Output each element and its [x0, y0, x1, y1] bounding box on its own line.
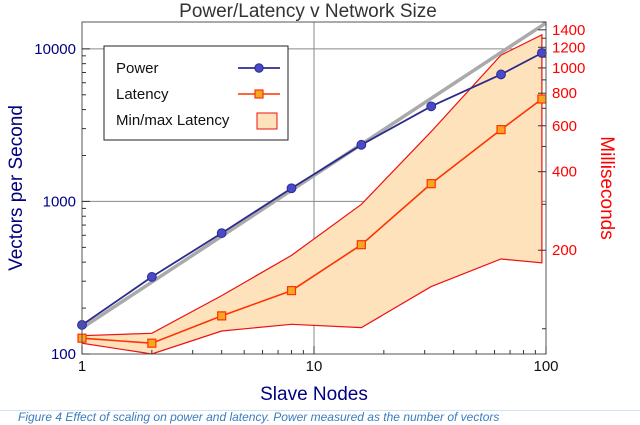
- left-y-tick-label: 1000: [43, 193, 76, 210]
- x-tick-label: 1: [78, 358, 86, 375]
- latency-point: [147, 338, 157, 348]
- ideal-scaling-line: [81, 21, 547, 330]
- right-y-axis-title: Milliseconds: [596, 136, 617, 239]
- latency-line: [81, 98, 543, 345]
- right-y-tick-label: 800: [552, 85, 577, 102]
- legend-label-power: Power: [116, 60, 159, 77]
- power-point: [146, 272, 157, 282]
- chart: 1 10 100 100 1000 10000 200 400 600 800 1000 1200…: [6, 1, 617, 405]
- power-point: [216, 228, 227, 239]
- figure-caption-strip: Figure 4 Effect of scaling on power and …: [0, 410, 640, 425]
- power-line: [81, 52, 543, 326]
- latency-point: [537, 94, 547, 104]
- figure-caption: Figure 4 Effect of scaling on power and …: [18, 410, 500, 424]
- legend-swatch-latency-marker: [254, 89, 264, 99]
- left-y-tick-label: 100: [51, 346, 76, 363]
- x-axis-ticks: 1 10 100: [78, 346, 559, 375]
- right-y-tick-label: 400: [552, 164, 577, 181]
- power-point: [496, 69, 506, 80]
- right-y-tick-label: 1000: [552, 60, 585, 77]
- minmax-latency-band: [81, 33, 543, 355]
- right-y-tick-label: 600: [552, 118, 577, 135]
- x-tick-label: 100: [533, 358, 558, 375]
- latency-point: [426, 179, 436, 189]
- power-point: [536, 48, 547, 58]
- x-tick-label: 10: [306, 358, 323, 375]
- legend-swatch-power-marker: [254, 63, 264, 73]
- latency-point: [496, 125, 506, 135]
- left-y-axis-title: Vectors per Second: [6, 105, 27, 271]
- latency-point: [286, 286, 297, 296]
- left-y-tick-label: 10000: [34, 41, 76, 58]
- latency-point: [356, 240, 366, 250]
- power-point: [356, 139, 367, 150]
- legend-label-latency: Latency: [116, 86, 169, 103]
- left-y-axis-ticks: 100 1000 10000: [34, 41, 90, 363]
- x-axis-title: Slave Nodes: [260, 384, 368, 405]
- legend-swatch-minmax-band: [256, 112, 278, 130]
- chart-title: Power/Latency v Network Size: [179, 1, 437, 22]
- legend-label-minmax-latency: Min/max Latency: [116, 112, 230, 129]
- right-y-tick-label: 1200: [552, 39, 585, 56]
- latency-point: [217, 311, 227, 321]
- right-y-tick-label: 200: [552, 242, 577, 259]
- power-point: [286, 183, 297, 194]
- power-point: [426, 101, 437, 112]
- legend: Power Latency Min/max Latency: [103, 45, 289, 141]
- right-y-tick-label: 1400: [552, 22, 585, 39]
